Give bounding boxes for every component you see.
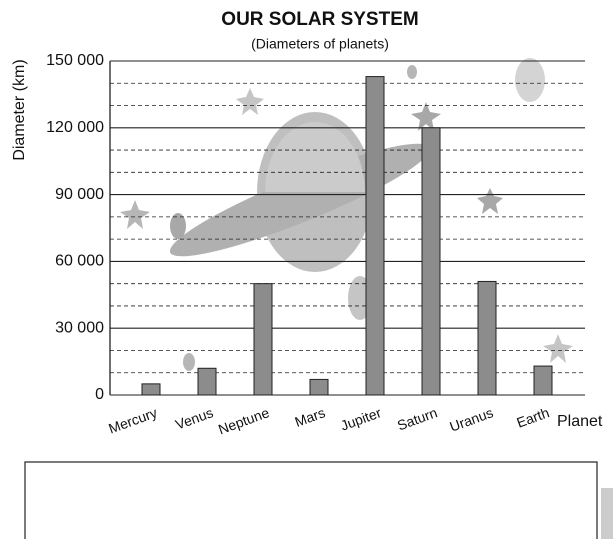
y-tick-label: 150 000	[46, 52, 104, 69]
chart-title: OUR SOLAR SYSTEM	[221, 9, 418, 30]
chart-subtitle: (Diameters of planets)	[251, 36, 389, 52]
bar	[533, 365, 553, 396]
y-tick-label: 120 000	[46, 119, 104, 136]
bar	[253, 283, 273, 396]
x-tick-label: Mercury	[106, 404, 159, 436]
answer-box	[24, 461, 598, 541]
y-tick-label: 0	[95, 386, 104, 403]
y-axis-label: Diameter (km)	[11, 59, 28, 160]
x-tick-label: Venus	[173, 404, 215, 432]
bar	[365, 76, 385, 396]
x-tick-label: Uranus	[447, 404, 495, 434]
bar	[309, 378, 329, 396]
bar	[197, 367, 217, 396]
decoration	[120, 58, 573, 371]
side-tab	[601, 488, 613, 539]
bar	[141, 383, 161, 396]
x-tick-label: Jupiter	[338, 404, 383, 434]
x-tick-label: Mars	[293, 404, 328, 430]
bar	[477, 280, 497, 396]
y-tick-label: 30 000	[55, 319, 104, 336]
y-tick-label: 60 000	[55, 253, 104, 270]
bar	[421, 127, 441, 396]
y-tick-label: 90 000	[55, 186, 104, 203]
x-axis-label: Planet	[557, 413, 603, 430]
x-tick-label: Earth	[514, 404, 551, 430]
x-tick-label: Neptune	[216, 404, 271, 437]
x-tick-label: Saturn	[395, 404, 439, 433]
